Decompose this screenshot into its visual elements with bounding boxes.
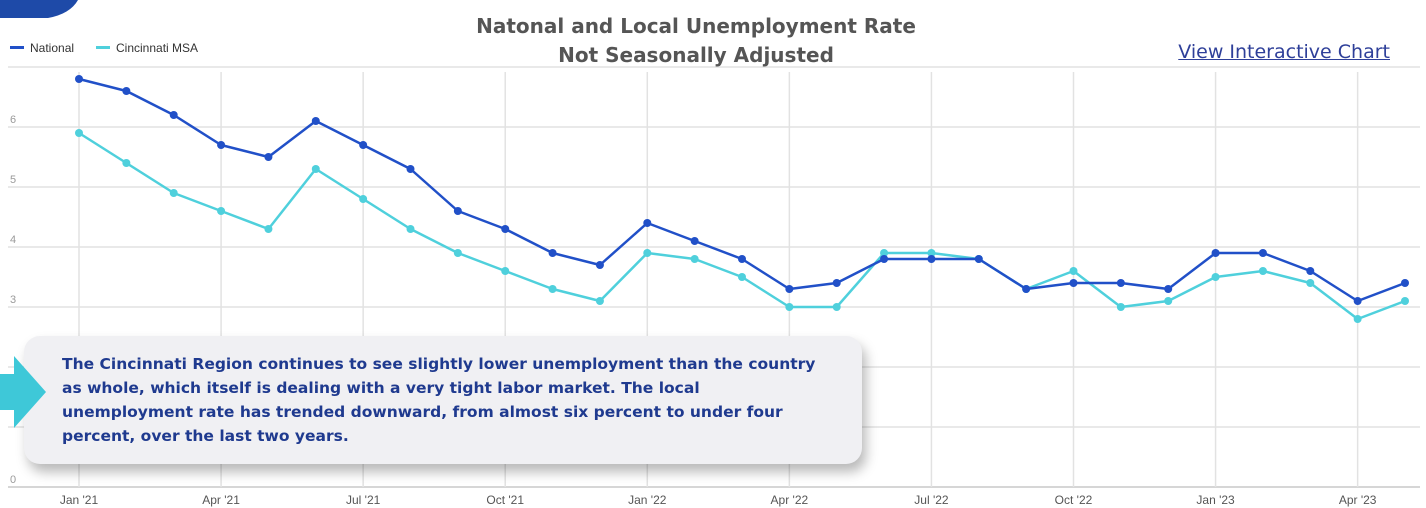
chart-subtitle: Not Seasonally Adjusted	[558, 43, 834, 67]
data-point-cincinnati-msa	[1401, 297, 1409, 305]
data-point-cincinnati-msa	[1116, 303, 1125, 311]
data-point-national	[1258, 249, 1267, 257]
data-point-national	[690, 237, 699, 245]
x-tick-label: Jan '22	[628, 493, 667, 507]
data-point-cincinnati-msa	[453, 249, 462, 257]
legend-item-cincinnati: Cincinnati MSA	[96, 41, 198, 55]
chart-title-line1: Natonal and Local Unemployment Rate	[476, 14, 916, 38]
x-tick-label: Apr '22	[771, 493, 809, 507]
y-tick-label: 3	[10, 294, 16, 306]
legend-label-cincinnati: Cincinnati MSA	[116, 41, 199, 55]
data-point-national	[359, 141, 368, 149]
arrow-right-icon	[0, 356, 46, 428]
callout-text: The Cincinnati Region continues to see s…	[62, 355, 816, 445]
y-tick-label: 4	[10, 234, 16, 246]
data-point-national	[643, 219, 652, 227]
data-point-national	[1164, 285, 1173, 293]
y-tick-labels: 0 3 4 5 6	[10, 114, 16, 486]
data-point-cincinnati-msa	[122, 159, 131, 167]
x-tick-label: Apr '23	[1339, 493, 1377, 507]
legend-item-national: National	[10, 41, 74, 55]
data-point-national	[406, 165, 415, 173]
data-point-national	[548, 249, 557, 257]
data-point-national	[738, 255, 746, 263]
legend-swatch-cincinnati	[96, 46, 110, 50]
data-point-national	[169, 111, 178, 119]
data-point-national	[832, 279, 841, 287]
callout-box: The Cincinnati Region continues to see s…	[24, 336, 862, 464]
data-point-cincinnati-msa	[501, 267, 510, 275]
data-point-national	[1069, 279, 1078, 287]
data-point-national	[974, 255, 983, 263]
series-line-cincinnati-msa	[78, 131, 1406, 321]
y-tick-label: 0	[10, 474, 16, 486]
x-tick-labels: Jan '21 Apr '21 Jul '21 Oct '21 Jan '22 Apr '…	[60, 493, 1377, 507]
data-point-cincinnati-msa	[690, 255, 699, 263]
corner-badge-shape	[0, 0, 78, 18]
data-point-cincinnati-msa	[406, 225, 415, 233]
y-tick-label: 5	[10, 174, 16, 186]
legend-label-national: National	[30, 41, 75, 55]
data-point-national	[1022, 285, 1031, 293]
data-point-cincinnati-msa	[1164, 297, 1173, 305]
data-point-national	[880, 255, 889, 263]
data-point-national	[75, 75, 83, 83]
data-point-cincinnati-msa	[1353, 315, 1362, 323]
data-point-national	[122, 87, 131, 95]
series-line-national	[78, 77, 1406, 303]
data-point-cincinnati-msa	[785, 303, 794, 311]
data-point-national	[1306, 267, 1315, 275]
data-point-cincinnati-msa	[311, 165, 320, 173]
data-point-national	[264, 153, 273, 161]
data-point-cincinnati-msa	[643, 249, 652, 257]
data-point-national	[1116, 279, 1125, 287]
data-point-cincinnati-msa	[1306, 279, 1315, 287]
data-point-national	[501, 225, 510, 233]
x-tick-label: Jul '22	[914, 493, 949, 507]
data-point-cincinnati-msa	[595, 297, 604, 305]
data-point-national	[311, 117, 320, 125]
data-point-cincinnati-msa	[359, 195, 368, 203]
data-point-cincinnati-msa	[880, 249, 889, 257]
y-tick-label: 6	[10, 114, 16, 126]
x-tick-label: Oct '21	[486, 493, 524, 507]
data-point-cincinnati-msa	[75, 129, 83, 137]
x-tick-label: Apr '21	[202, 493, 240, 507]
data-point-national	[785, 285, 794, 293]
series-layer	[75, 75, 1409, 323]
x-tick-label: Oct '22	[1055, 493, 1093, 507]
data-point-national	[927, 255, 936, 263]
data-point-cincinnati-msa	[927, 249, 936, 257]
data-point-national	[1353, 297, 1362, 305]
data-point-national	[1211, 249, 1220, 257]
x-tick-label: Jan '21	[60, 493, 99, 507]
data-point-cincinnati-msa	[1258, 267, 1267, 275]
data-point-national	[595, 261, 604, 269]
data-point-national	[217, 141, 226, 149]
data-point-cincinnati-msa	[1211, 273, 1220, 281]
data-point-cincinnati-msa	[738, 273, 746, 281]
data-point-cincinnati-msa	[217, 207, 226, 215]
data-point-cincinnati-msa	[548, 285, 557, 293]
x-tick-label: Jan '23	[1196, 493, 1235, 507]
data-point-cincinnati-msa	[1069, 267, 1078, 275]
data-point-cincinnati-msa	[264, 225, 273, 233]
data-point-cincinnati-msa	[169, 189, 178, 197]
view-interactive-chart-link[interactable]: View Interactive Chart	[1178, 41, 1390, 63]
data-point-national	[453, 207, 462, 215]
data-point-cincinnati-msa	[832, 303, 841, 311]
x-tick-label: Jul '21	[346, 493, 381, 507]
data-point-national	[1401, 279, 1409, 287]
legend-swatch-national	[10, 46, 24, 50]
